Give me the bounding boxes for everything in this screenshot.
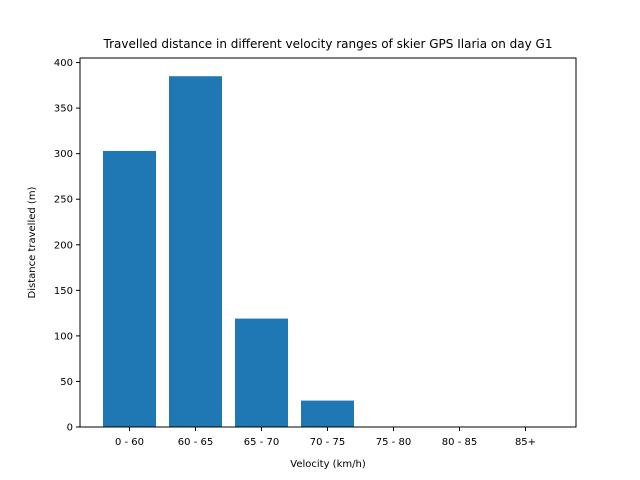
x-tick-label-4: 75 - 80 [376, 437, 411, 448]
x-tick-label-1: 60 - 65 [178, 437, 213, 448]
bar-2 [235, 318, 288, 427]
y-tick-label-5: 250 [54, 195, 73, 206]
y-axis-label: Distance travelled (m) [27, 186, 38, 298]
y-tick-label-2: 100 [54, 331, 73, 342]
x-tick-label-3: 70 - 75 [310, 437, 345, 448]
y-tick-label-8: 400 [54, 58, 73, 69]
y-tick-label-3: 150 [54, 286, 73, 297]
y-axis: 0 50 100 150 200 250 300 350 400 [54, 58, 80, 434]
plot-frame [79, 57, 577, 428]
x-axis-label: Velocity (km/h) [290, 459, 366, 470]
x-tick-label-0: 0 - 60 [115, 437, 144, 448]
x-axis: 0 - 60 60 - 65 65 - 70 70 - 75 75 - 80 80 - 8… [115, 427, 536, 448]
bar-3 [301, 400, 354, 427]
bar-1 [169, 76, 222, 427]
bar-0 [103, 150, 156, 427]
y-tick-label-1: 50 [60, 377, 73, 388]
y-tick-label-4: 200 [54, 240, 73, 251]
y-tick-label-0: 0 [67, 423, 73, 434]
y-tick-label-7: 350 [54, 104, 73, 115]
x-tick-label-5: 80 - 85 [442, 437, 477, 448]
chart-title: Travelled distance in different velocity… [103, 37, 553, 51]
bars-group [103, 76, 354, 427]
x-tick-label-2: 65 - 70 [244, 437, 279, 448]
x-tick-label-6: 85+ [515, 437, 536, 448]
y-tick-label-6: 300 [54, 149, 73, 160]
